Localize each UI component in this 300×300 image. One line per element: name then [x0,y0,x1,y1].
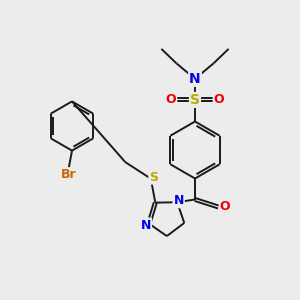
Text: O: O [214,93,224,106]
Text: N: N [189,72,201,86]
Text: S: S [190,93,200,107]
Text: O: O [220,200,230,214]
Text: O: O [166,93,176,106]
Text: N: N [141,219,151,232]
Text: Br: Br [61,168,76,181]
Text: N: N [173,194,184,207]
Text: S: S [149,171,158,184]
